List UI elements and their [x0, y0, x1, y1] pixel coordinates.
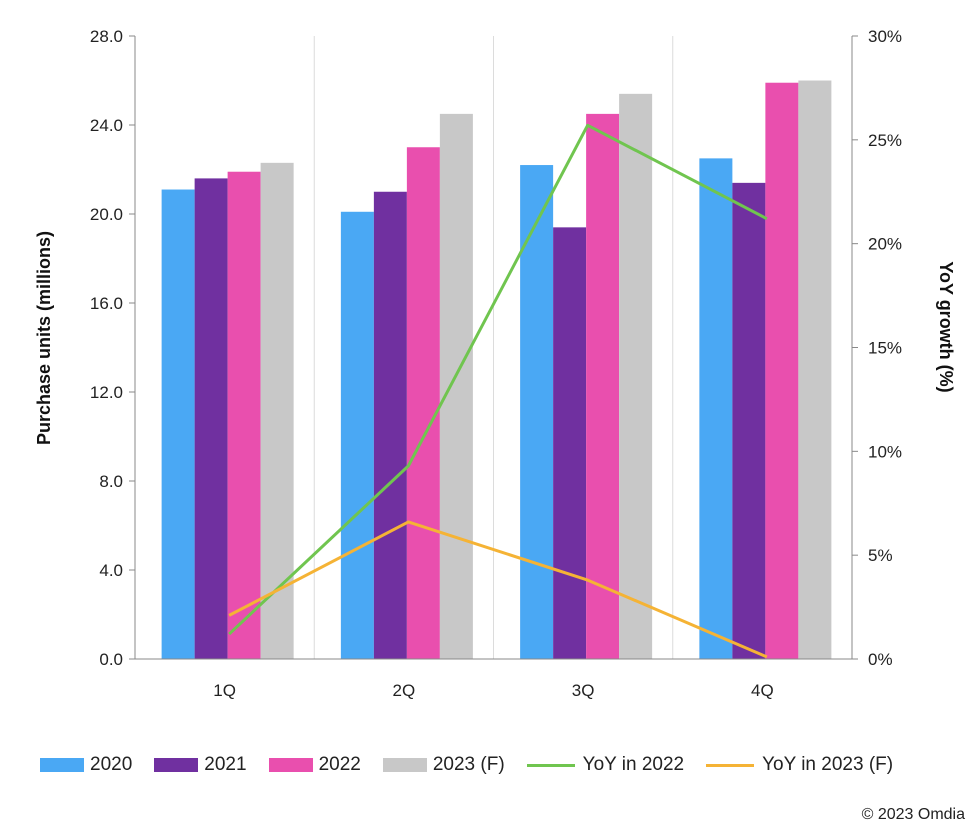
y-tick-label: 28.0 — [90, 27, 123, 46]
bar-2021-2q — [373, 191, 407, 659]
y-tick-label: 0.0 — [99, 650, 123, 669]
bar-2023-f--4q — [798, 80, 832, 659]
bar-2021-3q — [553, 227, 587, 659]
legend-swatch — [40, 758, 84, 772]
y-tick-label: 16.0 — [90, 294, 123, 313]
x-tick-label: 4Q — [751, 681, 774, 700]
legend-label: YoY in 2023 (F) — [762, 754, 894, 775]
legend-swatch — [154, 758, 199, 772]
line-series — [228, 123, 768, 659]
y2-tick-label: 25% — [868, 131, 902, 150]
y-tick-label: 24.0 — [90, 116, 123, 135]
line-yoy-in-2023-f- — [228, 520, 768, 659]
x-tick-label: 2Q — [393, 681, 416, 700]
x-tick-label: 1Q — [213, 681, 236, 700]
bars — [161, 80, 832, 660]
legend-item: 2023 (F) — [382, 754, 505, 776]
y2-axis-title: YoY growth (%) — [936, 261, 956, 392]
legend-label: 2021 — [204, 754, 247, 775]
y2-tick-label: 30% — [868, 27, 902, 46]
y2-tick-label: 0% — [868, 650, 893, 669]
y-axis-title: Purchase units (millions) — [34, 231, 54, 445]
y-tick-label: 8.0 — [99, 472, 123, 491]
legend-label: 2023 (F) — [432, 754, 505, 775]
legend-swatch — [706, 763, 755, 767]
legend-item: YoY in 2023 (F) — [706, 754, 893, 776]
y-tick-label: 20.0 — [90, 205, 123, 224]
copyright-text: © 2023 Omdia — [861, 806, 965, 823]
legend-item: 2021 — [154, 754, 247, 776]
line-yoy-in-2022 — [228, 123, 768, 636]
y2-axis-ticks: 0% 5% 10% 15% 20% 25% 30% — [852, 27, 902, 669]
legend: 2020 2021 2022 2023 (F) YoY in 2022 YoY in 20… — [40, 752, 970, 778]
legend-label: 2020 — [90, 754, 133, 775]
bar-2020-2q — [340, 211, 374, 659]
bar-2022-2q — [406, 147, 440, 659]
bar-2023-f--2q — [439, 113, 473, 659]
legend-item: 2020 — [40, 754, 132, 776]
bar-2020-3q — [520, 165, 554, 660]
y2-tick-label: 15% — [868, 339, 902, 358]
y-tick-label: 4.0 — [99, 561, 123, 580]
y-axis-ticks: 0.0 4.0 8.0 12.0 16.0 20.0 24.0 28.0 — [90, 27, 135, 669]
bar-2022-1q — [227, 171, 261, 659]
bar-2023-f--1q — [260, 162, 294, 659]
x-tick-label: 3Q — [572, 681, 595, 700]
y2-tick-label: 10% — [868, 442, 902, 461]
legend-item: YoY in 2022 — [526, 754, 685, 776]
x-axis-ticks: 1Q 2Q 3Q 4Q — [213, 681, 773, 700]
bar-2021-4q — [732, 182, 766, 659]
bar-2022-4q — [765, 82, 799, 660]
legend-swatch — [268, 758, 313, 772]
y2-tick-label: 20% — [868, 235, 902, 254]
bar-2023-f--3q — [619, 93, 653, 660]
bar-2022-3q — [586, 113, 620, 659]
chart: 0.0 4.0 8.0 12.0 16.0 20.0 24.0 28.0 0% 5% 10% 15%… — [34, 27, 956, 700]
legend-label: YoY in 2022 — [582, 754, 685, 775]
legend-swatch — [526, 763, 575, 767]
legend-swatch — [382, 758, 427, 772]
legend-item: 2022 — [268, 754, 361, 776]
bar-2020-1q — [161, 189, 195, 659]
y2-tick-label: 5% — [868, 546, 893, 565]
bar-2021-1q — [194, 178, 228, 659]
bar-2020-4q — [699, 158, 733, 659]
y-tick-label: 12.0 — [90, 383, 123, 402]
legend-label: 2022 — [318, 754, 361, 775]
